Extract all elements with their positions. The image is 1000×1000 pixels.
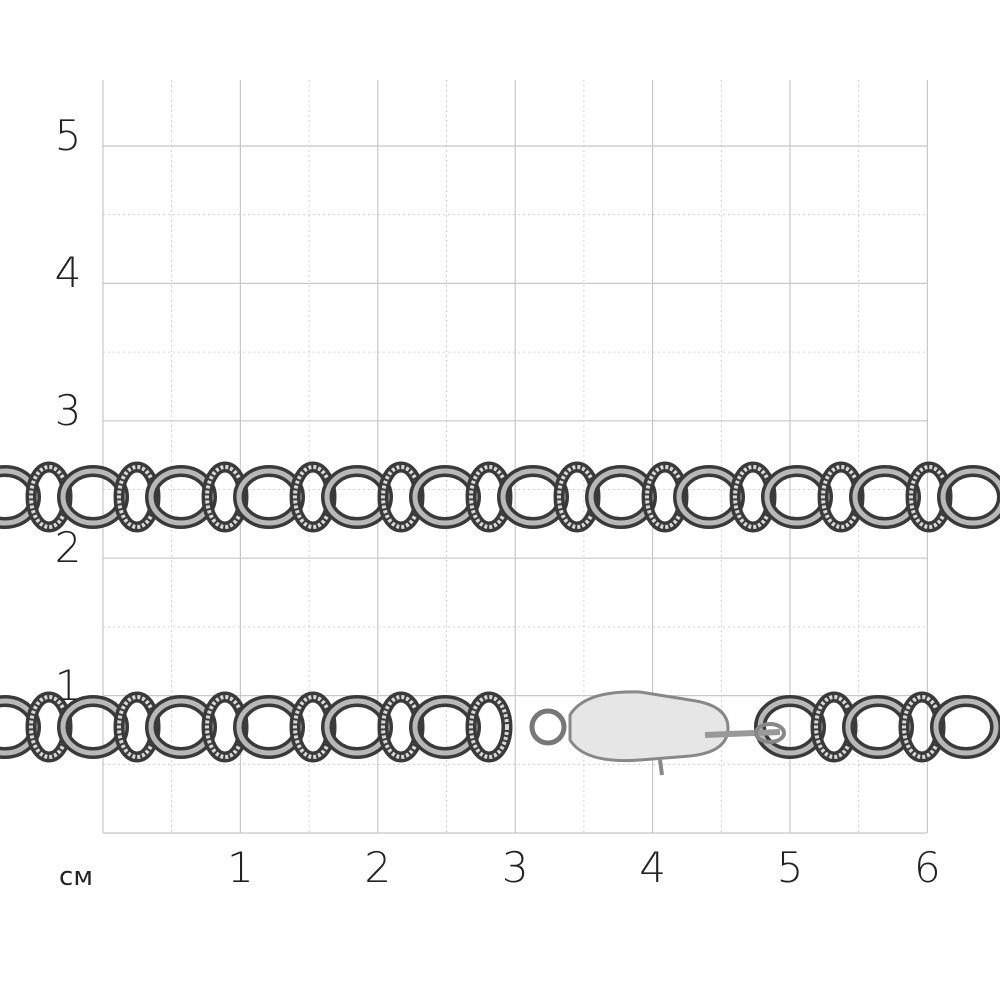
y-axis-label: 5 — [54, 111, 82, 160]
y-axis-label: 1 — [54, 660, 82, 710]
y-axis-label: 4 — [54, 248, 82, 298]
end-ring — [754, 722, 786, 744]
x-axis-label: 4 — [639, 843, 666, 892]
y-axis-label: 3 — [54, 385, 82, 435]
x-axis-label: 5 — [776, 843, 804, 892]
x-axis-label: 1 — [227, 843, 254, 892]
link-highlight — [469, 695, 509, 759]
lobster-clasp — [529, 690, 786, 776]
jump-ring — [529, 708, 567, 746]
x-axis-label: 6 — [914, 843, 941, 892]
link-highlight — [933, 698, 999, 756]
clasp-lever — [658, 759, 664, 776]
clasp-body — [568, 690, 730, 763]
y-axis-label: 2 — [54, 523, 82, 573]
chain-link — [930, 695, 1000, 759]
link-highlight — [940, 468, 1000, 526]
unit-label: см — [59, 862, 93, 892]
clasp-ring-tag — [704, 729, 781, 738]
chain-link — [465, 691, 513, 763]
x-axis-label: 3 — [501, 843, 529, 892]
chain-link — [937, 465, 1000, 529]
x-axis-label: 2 — [364, 843, 392, 892]
